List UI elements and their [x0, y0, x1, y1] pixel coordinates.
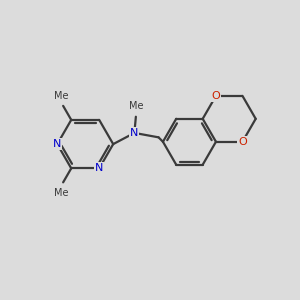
- Text: Me: Me: [54, 188, 69, 198]
- Text: N: N: [95, 163, 103, 173]
- Text: O: O: [238, 137, 247, 147]
- Text: N: N: [53, 139, 61, 149]
- Text: Me: Me: [129, 101, 143, 111]
- Text: O: O: [212, 91, 220, 101]
- Text: Me: Me: [54, 91, 69, 100]
- Text: N: N: [130, 128, 139, 138]
